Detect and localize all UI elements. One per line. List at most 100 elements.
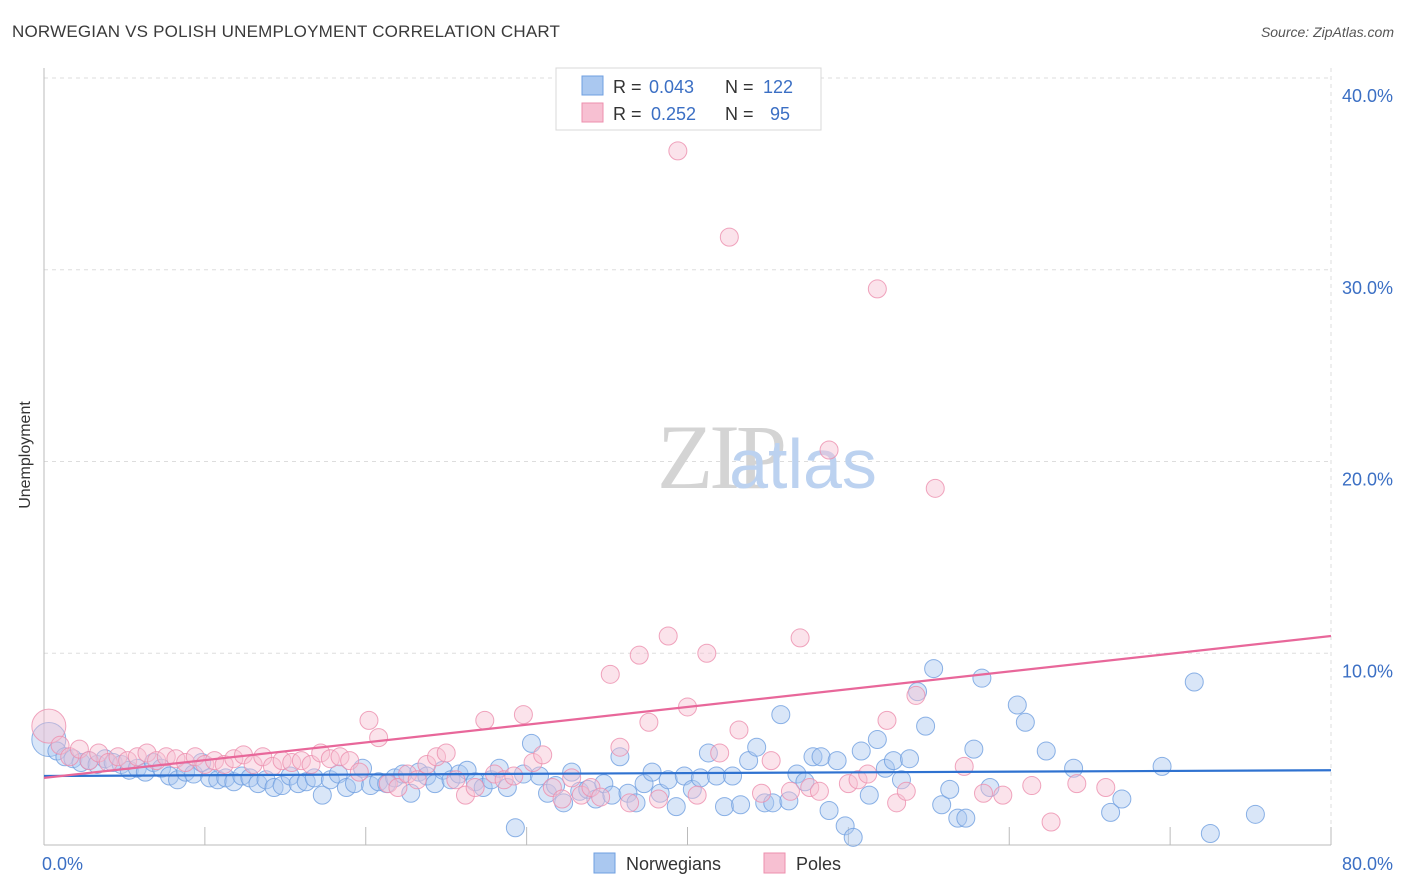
norwegian-point xyxy=(369,772,389,792)
pole-point xyxy=(993,785,1013,805)
pole-point xyxy=(388,777,408,797)
watermark-zip: ZIP xyxy=(657,406,784,508)
pole-point xyxy=(761,751,781,771)
pole-point xyxy=(600,664,620,684)
legend-bottom-label-norwegians: Norwegians xyxy=(626,854,721,874)
pole-point xyxy=(330,747,350,767)
norwegian-point xyxy=(747,737,767,757)
pole-point xyxy=(127,747,147,767)
pole-point xyxy=(156,747,176,767)
norwegian-point xyxy=(658,770,678,790)
legend-bottom-label-poles: Poles xyxy=(796,854,841,874)
norwegian-point xyxy=(803,747,823,767)
norwegian-point xyxy=(31,722,67,758)
pole-point xyxy=(320,749,340,769)
pole-point xyxy=(436,743,456,763)
norwegian-point xyxy=(763,793,783,813)
legend-r-label-poles: R = xyxy=(613,104,642,124)
norwegian-point xyxy=(1064,758,1084,778)
pole-point xyxy=(719,227,739,247)
pole-point xyxy=(79,751,99,771)
norwegian-point xyxy=(1036,741,1056,761)
pole-point xyxy=(562,768,582,788)
pole-point xyxy=(729,720,749,740)
legend-n-value-poles: 95 xyxy=(770,104,790,124)
norwegian-point xyxy=(851,741,871,761)
pole-point xyxy=(925,478,945,498)
norwegian-point xyxy=(859,785,879,805)
pole-point xyxy=(455,785,475,805)
pole-point xyxy=(89,743,109,763)
norwegian-point xyxy=(562,762,582,782)
pole-point xyxy=(809,781,829,801)
legend-bottom-swatch-norwegians xyxy=(593,852,616,874)
pole-point xyxy=(687,785,707,805)
pole-point xyxy=(137,743,157,763)
norwegian-point xyxy=(787,764,807,784)
legend-n-value-norwegians: 122 xyxy=(763,77,793,97)
pole-point xyxy=(752,783,772,803)
norwegian-point xyxy=(964,739,984,759)
norwegian-point xyxy=(827,751,847,771)
pole-point xyxy=(1022,776,1042,796)
pole-point xyxy=(800,777,820,797)
pole-point xyxy=(867,279,887,299)
norwegian-point xyxy=(473,777,493,797)
pole-point xyxy=(591,787,611,807)
norwegian-point xyxy=(666,797,686,817)
pole-point xyxy=(697,643,717,663)
norwegian-point xyxy=(634,774,654,794)
pole-point xyxy=(494,770,514,790)
norwegian-point xyxy=(312,785,332,805)
pole-point xyxy=(649,789,669,809)
norwegian-point xyxy=(932,795,952,815)
norwegian-point xyxy=(972,668,992,688)
norwegian-point xyxy=(715,797,735,817)
pole-point xyxy=(427,747,447,767)
pole-point xyxy=(60,747,80,767)
legend-r-value-poles: 0.252 xyxy=(651,104,696,124)
pole-point xyxy=(523,753,543,773)
pole-point xyxy=(533,745,553,765)
pole-point xyxy=(668,141,688,161)
pole-point xyxy=(629,645,649,665)
pole-point xyxy=(214,754,234,774)
norwegian-point xyxy=(900,749,920,769)
norwegian-point xyxy=(731,795,751,815)
pole-point xyxy=(1041,812,1061,832)
pole-point xyxy=(108,747,128,767)
pole-point xyxy=(31,708,67,744)
pole-point xyxy=(974,783,994,803)
pole-point xyxy=(658,626,678,646)
norwegian-point xyxy=(618,783,638,803)
pole-point xyxy=(838,774,858,794)
legend-r-label-norwegians: R = xyxy=(613,77,642,97)
pole-point xyxy=(896,781,916,801)
norwegian-point xyxy=(264,777,284,797)
norwegian-point xyxy=(626,793,646,813)
y-tick-label: 40.0% xyxy=(1342,86,1393,106)
pole-point xyxy=(581,777,601,797)
norwegian-point xyxy=(1007,695,1027,715)
poles-trend-line xyxy=(43,634,1332,779)
norwegian-point xyxy=(891,770,911,790)
norwegian-point xyxy=(867,730,887,750)
pole-point xyxy=(620,793,640,813)
norwegian-point xyxy=(956,808,976,828)
axes-layer: 10.0% 20.0% 30.0% 40.0% 0.0% 80.0% xyxy=(42,68,1393,874)
legend-r-value-norwegians: 0.043 xyxy=(649,77,694,97)
pole-point xyxy=(446,770,466,790)
pole-point xyxy=(1067,774,1087,794)
pole-point xyxy=(465,777,485,797)
norwegian-point xyxy=(610,747,630,767)
norwegian-point xyxy=(1101,802,1121,822)
norwegian-point xyxy=(1015,712,1035,732)
norwegian-point xyxy=(771,705,791,725)
legend-bottom-swatch-poles xyxy=(763,852,786,874)
norwegian-point xyxy=(1200,823,1220,843)
norwegian-point xyxy=(819,800,839,820)
y-tick-label: 10.0% xyxy=(1342,661,1393,681)
pole-point xyxy=(571,785,591,805)
norwegian-point xyxy=(1112,789,1132,809)
